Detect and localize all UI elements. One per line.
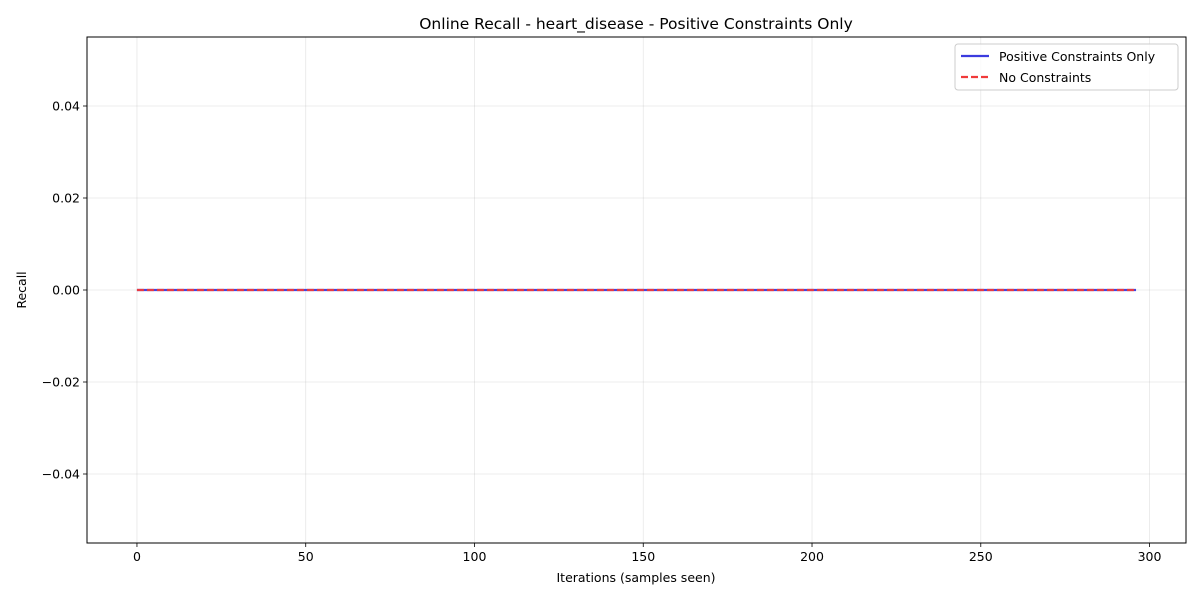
legend-label-no-constraints: No Constraints bbox=[999, 70, 1091, 85]
y-tick-label: −0.04 bbox=[42, 467, 80, 482]
y-tick-label: −0.02 bbox=[42, 375, 80, 390]
legend-label-positive-constraints: Positive Constraints Only bbox=[999, 49, 1156, 64]
y-axis-ticks: −0.04 −0.02 0.00 0.02 0.04 bbox=[42, 99, 87, 482]
y-tick-label: 0.02 bbox=[52, 191, 80, 206]
x-tick-label: 250 bbox=[969, 549, 993, 564]
x-tick-label: 300 bbox=[1138, 549, 1162, 564]
y-tick-label: 0.04 bbox=[52, 99, 80, 114]
y-axis-label: Recall bbox=[14, 271, 29, 308]
legend-box bbox=[954, 43, 1179, 91]
legend: Positive Constraints Only No Constraints bbox=[954, 43, 1179, 91]
x-tick-label: 100 bbox=[463, 549, 487, 564]
x-tick-label: 200 bbox=[800, 549, 824, 564]
x-tick-label: 50 bbox=[298, 549, 314, 564]
x-tick-label: 150 bbox=[631, 549, 655, 564]
x-axis-label: Iterations (samples seen) bbox=[556, 570, 715, 585]
y-tick-label: 0.00 bbox=[52, 283, 80, 298]
chart-title: Online Recall - heart_disease - Positive… bbox=[419, 15, 853, 34]
x-tick-label: 0 bbox=[133, 549, 141, 564]
x-axis-ticks: 0 50 100 150 200 250 300 bbox=[133, 543, 1162, 564]
